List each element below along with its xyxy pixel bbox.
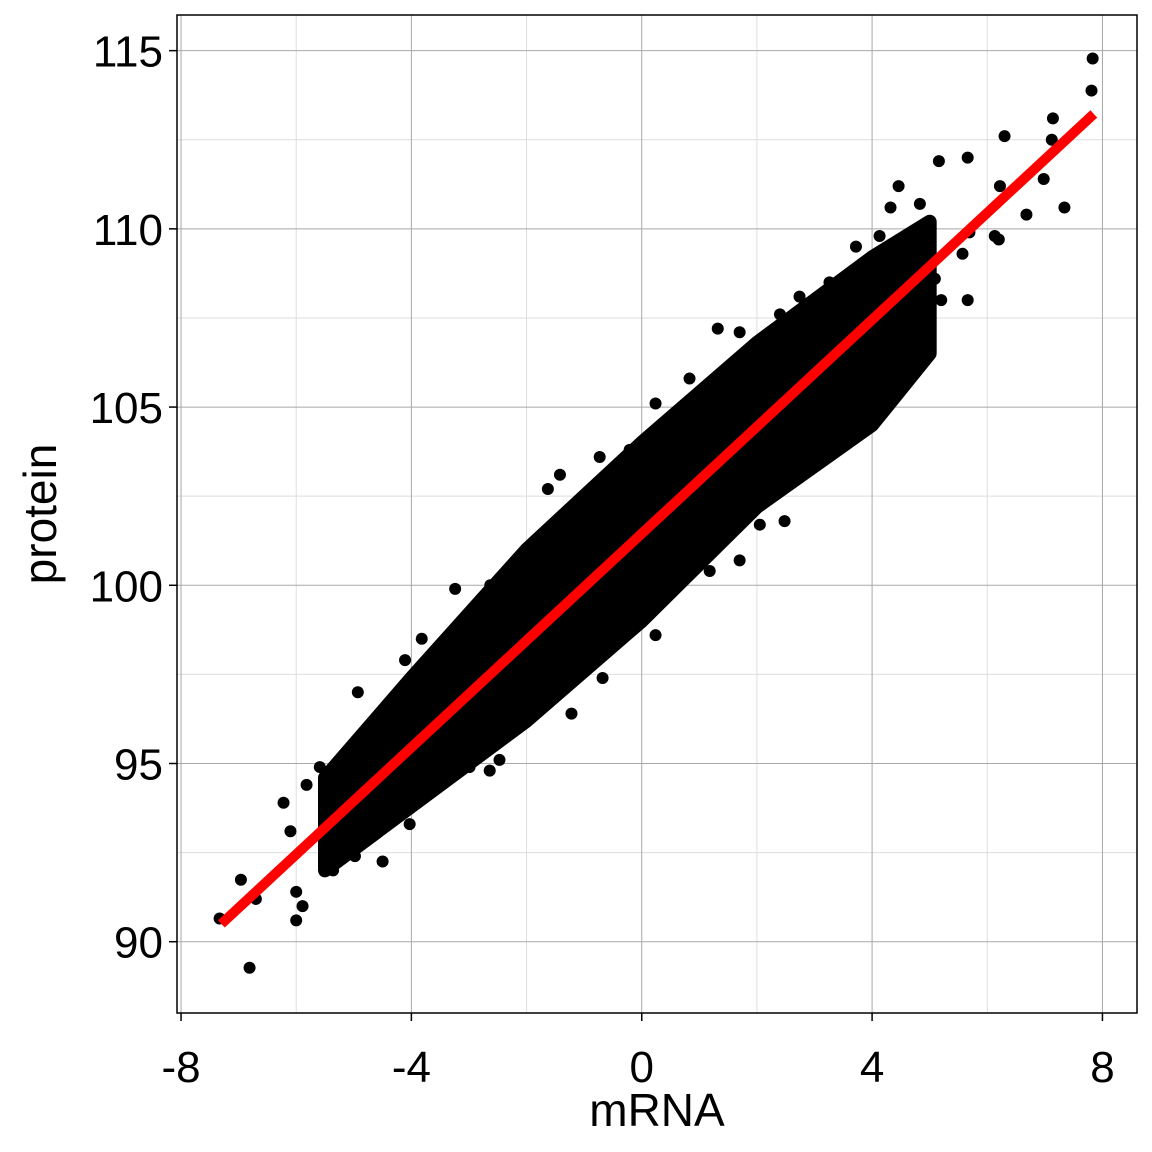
data-point (290, 885, 303, 898)
panel-border (176, 14, 1138, 1014)
data-point (773, 308, 786, 321)
data-point (711, 322, 724, 335)
data-point (351, 686, 364, 699)
data-point (813, 454, 826, 467)
data-point (553, 468, 566, 481)
data-point (1037, 172, 1050, 185)
data-point (1045, 133, 1058, 146)
data-point (327, 864, 340, 877)
data-point (1085, 84, 1098, 97)
data-point (348, 850, 361, 863)
data-point (683, 372, 696, 385)
data-point (778, 515, 791, 528)
data-point (956, 247, 969, 260)
points (213, 52, 1099, 974)
data-point (243, 961, 256, 974)
data-point (928, 272, 941, 285)
y-tick-label: 90 (114, 919, 163, 968)
data-point (425, 782, 438, 795)
data-point (1046, 112, 1059, 125)
data-point (399, 654, 412, 667)
data-point (1086, 52, 1099, 65)
data-point (415, 632, 428, 645)
data-point (376, 855, 389, 868)
axis-ticks: -8 -4 0 4 8 90 95 100 105 110 115 (90, 28, 1115, 1092)
x-tick-label: -8 (161, 1043, 200, 1092)
data-point (483, 764, 496, 777)
data-point (913, 197, 926, 210)
data-point (313, 761, 326, 774)
data-point (403, 818, 416, 831)
data-point (935, 294, 948, 307)
y-tick-label: 115 (93, 28, 163, 77)
data-point (449, 582, 462, 595)
data-point (932, 155, 945, 168)
data-point (277, 796, 290, 809)
data-point (893, 361, 906, 374)
data-point (863, 393, 876, 406)
data-point (892, 180, 905, 193)
data-point (733, 326, 746, 339)
data-point (793, 290, 806, 303)
x-axis-title: mRNA (589, 1084, 725, 1136)
data-point (596, 671, 609, 684)
data-point (753, 518, 766, 531)
data-point (884, 201, 897, 214)
data-point (988, 229, 1001, 242)
data-point (961, 151, 974, 164)
x-tick-label: 8 (1090, 1043, 1114, 1092)
data-point (1020, 208, 1033, 221)
data-point (593, 450, 606, 463)
data-point (533, 693, 546, 706)
y-tick-label: 100 (90, 562, 163, 611)
data-point (873, 372, 886, 385)
y-axis-title: protein (14, 444, 66, 585)
data-point (961, 294, 974, 307)
y-tick-label: 110 (93, 206, 163, 255)
y-tick-label: 95 (114, 741, 163, 790)
data-point (909, 351, 922, 364)
data-point (290, 914, 303, 927)
data-point (300, 778, 313, 791)
y-tick-label: 105 (90, 384, 163, 433)
data-point (623, 443, 636, 456)
x-tick-label: 0 (629, 1043, 653, 1092)
data-point (823, 276, 836, 289)
data-point (993, 180, 1006, 193)
data-point (565, 707, 578, 720)
data-point (493, 753, 506, 766)
data-point (848, 404, 861, 417)
data-point (649, 397, 662, 410)
data-point (484, 579, 497, 592)
fit-line (217, 110, 1098, 928)
data-point (284, 825, 297, 838)
data-point (849, 240, 862, 253)
data-point (296, 900, 309, 913)
data-point (1058, 201, 1071, 214)
data-point (649, 629, 662, 642)
x-tick-label: 4 (860, 1043, 884, 1092)
data-point (234, 873, 247, 886)
data-point (998, 130, 1011, 143)
data-point (463, 761, 476, 774)
x-tick-label: -4 (392, 1043, 431, 1092)
data-point (733, 554, 746, 567)
data-point (703, 565, 716, 578)
data-point (873, 229, 886, 242)
data-point (541, 483, 554, 496)
